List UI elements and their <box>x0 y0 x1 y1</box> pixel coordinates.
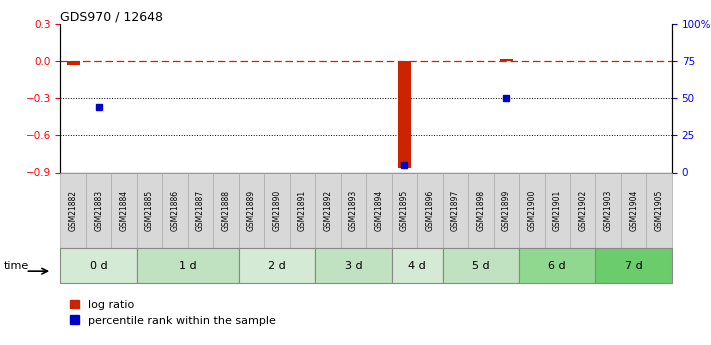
Bar <box>570 172 596 248</box>
Bar <box>519 172 545 248</box>
Text: GSM21901: GSM21901 <box>552 190 562 231</box>
Bar <box>442 248 519 283</box>
Bar <box>137 248 239 283</box>
Bar <box>315 172 341 248</box>
Bar <box>596 172 621 248</box>
Bar <box>468 172 493 248</box>
Bar <box>290 172 315 248</box>
Text: 3 d: 3 d <box>345 261 362 270</box>
Bar <box>264 172 290 248</box>
Bar <box>239 172 264 248</box>
Text: GSM21890: GSM21890 <box>272 190 282 231</box>
Bar <box>646 172 672 248</box>
Bar <box>398 61 411 168</box>
Text: GSM21898: GSM21898 <box>476 190 486 231</box>
Text: 2 d: 2 d <box>268 261 286 270</box>
Bar <box>493 172 519 248</box>
Bar <box>519 248 596 283</box>
Bar <box>67 61 80 65</box>
Text: GSM21900: GSM21900 <box>528 190 536 231</box>
Text: GSM21887: GSM21887 <box>196 190 205 231</box>
Bar <box>366 172 392 248</box>
Text: GSM21885: GSM21885 <box>145 190 154 231</box>
Bar <box>596 248 672 283</box>
Text: GSM21894: GSM21894 <box>375 190 383 231</box>
Text: GSM21882: GSM21882 <box>69 190 77 231</box>
Text: 6 d: 6 d <box>548 261 566 270</box>
Bar <box>417 172 442 248</box>
Text: 0 d: 0 d <box>90 261 107 270</box>
Bar <box>341 172 366 248</box>
Bar <box>621 172 646 248</box>
Text: GSM21891: GSM21891 <box>298 190 307 231</box>
Text: GSM21884: GSM21884 <box>119 190 129 231</box>
Bar <box>60 172 86 248</box>
Bar <box>162 172 188 248</box>
Bar <box>60 248 137 283</box>
Text: GSM21903: GSM21903 <box>604 190 613 231</box>
Text: GSM21896: GSM21896 <box>425 190 434 231</box>
Text: 7 d: 7 d <box>625 261 643 270</box>
Bar <box>315 248 392 283</box>
Bar <box>213 172 239 248</box>
Bar <box>112 172 137 248</box>
Text: 4 d: 4 d <box>408 261 426 270</box>
Text: GSM21889: GSM21889 <box>247 190 256 231</box>
Bar <box>442 172 468 248</box>
Text: GSM21899: GSM21899 <box>502 190 510 231</box>
Text: GSM21886: GSM21886 <box>171 190 180 231</box>
Text: GSM21902: GSM21902 <box>578 190 587 231</box>
Text: GSM21897: GSM21897 <box>451 190 460 231</box>
Text: GSM21892: GSM21892 <box>324 190 333 231</box>
Bar <box>392 248 442 283</box>
Bar <box>392 172 417 248</box>
Text: GSM21888: GSM21888 <box>222 190 230 231</box>
Text: time: time <box>4 261 29 270</box>
Text: GSM21895: GSM21895 <box>400 190 409 231</box>
Text: GSM21883: GSM21883 <box>94 190 103 231</box>
Bar <box>137 172 162 248</box>
Text: GDS970 / 12648: GDS970 / 12648 <box>60 10 164 23</box>
Text: 1 d: 1 d <box>179 261 197 270</box>
Text: GSM21893: GSM21893 <box>349 190 358 231</box>
Bar <box>86 172 112 248</box>
Bar <box>188 172 213 248</box>
Bar <box>239 248 315 283</box>
Text: 5 d: 5 d <box>472 261 490 270</box>
Legend: log ratio, percentile rank within the sample: log ratio, percentile rank within the sa… <box>66 295 281 330</box>
Text: GSM21904: GSM21904 <box>629 190 638 231</box>
Bar <box>545 172 570 248</box>
Bar <box>500 59 513 61</box>
Text: GSM21905: GSM21905 <box>655 190 663 231</box>
